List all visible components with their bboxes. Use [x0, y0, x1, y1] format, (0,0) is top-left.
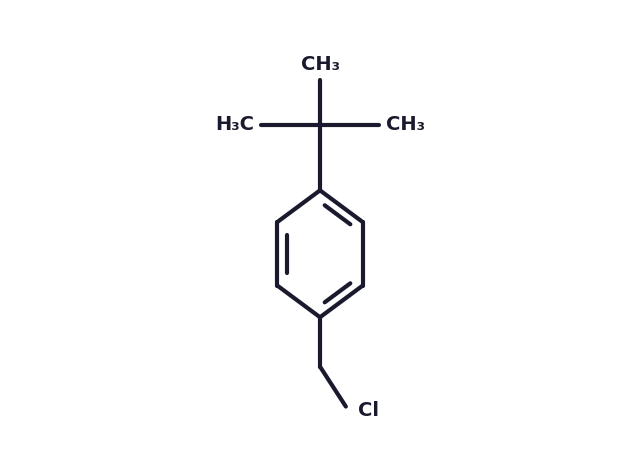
Text: CH₃: CH₃ — [301, 55, 339, 74]
Text: CH₃: CH₃ — [386, 115, 425, 134]
Text: H₃C: H₃C — [215, 115, 254, 134]
Text: Cl: Cl — [358, 401, 379, 420]
